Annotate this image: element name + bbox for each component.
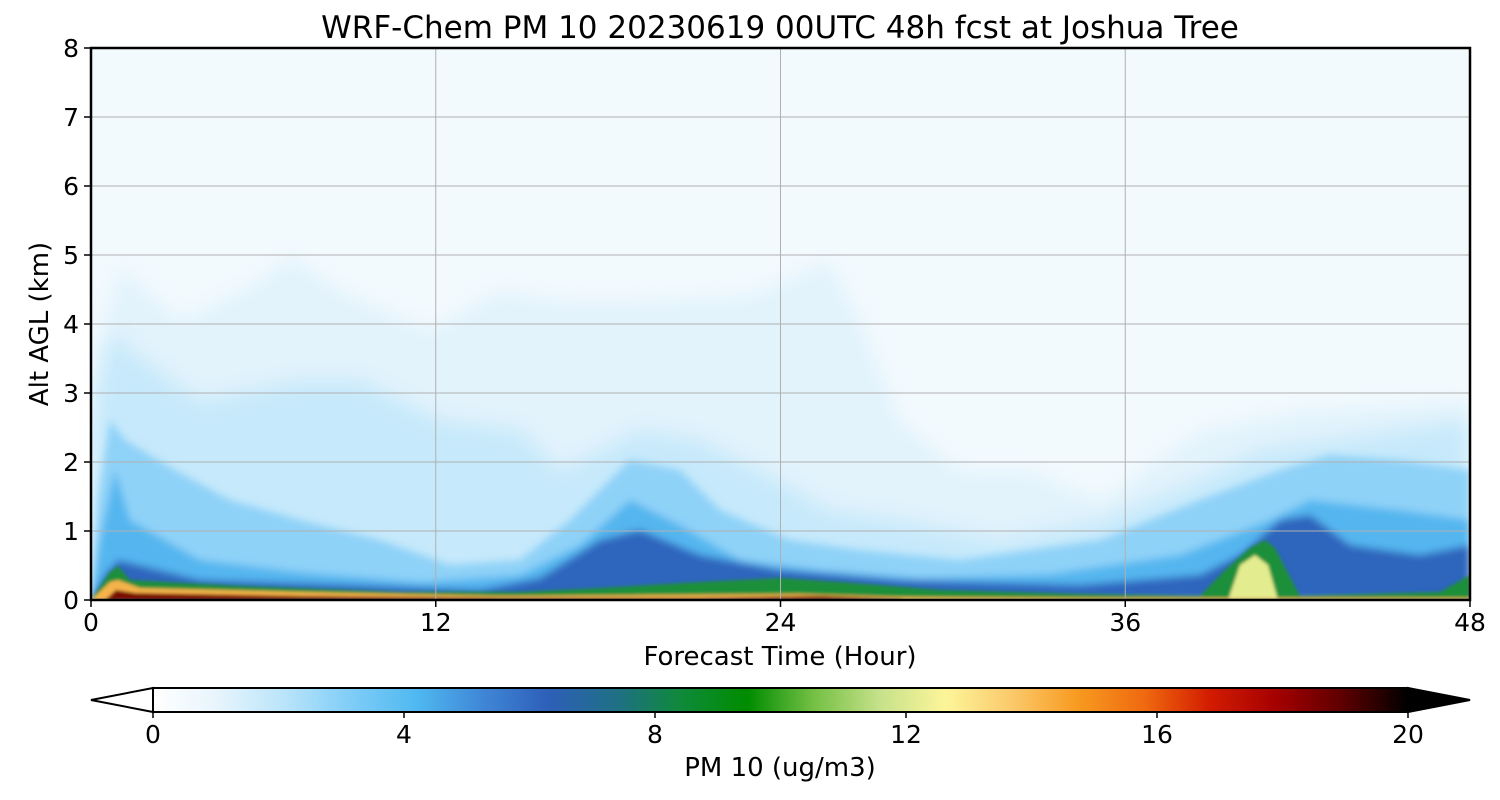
y-tick-label: 0 xyxy=(63,586,79,615)
colorbar-tick-label: 12 xyxy=(890,720,922,749)
colorbar: 0 4 8 12 16 20 xyxy=(90,686,1471,749)
surface-peak xyxy=(105,590,905,600)
colorbar-tick-label: 0 xyxy=(145,720,161,749)
colorbar-gradient xyxy=(153,688,1408,712)
colorbar-max-extend xyxy=(1407,686,1471,714)
chart-title: WRF-Chem PM 10 20230619 00UTC 48h fcst a… xyxy=(321,10,1239,46)
y-tick-label: 3 xyxy=(63,379,79,408)
y-tick-label: 1 xyxy=(63,517,79,546)
colorbar-tick-label: 4 xyxy=(396,720,412,749)
y-tick-label: 8 xyxy=(63,34,79,63)
x-axis-ticks: 0 12 24 36 48 xyxy=(83,600,1486,637)
yellow-core xyxy=(1228,555,1278,600)
colorbar-tick-label: 16 xyxy=(1141,720,1173,749)
y-tick-label: 6 xyxy=(63,172,79,201)
colorbar-tick-label: 8 xyxy=(647,720,663,749)
x-tick-label: 36 xyxy=(1109,608,1141,637)
colorbar-label: PM 10 (ug/m3) xyxy=(684,753,876,783)
gridlines xyxy=(91,48,1470,600)
x-axis-label: Forecast Time (Hour) xyxy=(643,642,916,672)
y-axis-ticks: 0 1 2 3 4 5 6 7 8 xyxy=(63,34,91,615)
y-tick-label: 2 xyxy=(63,448,79,477)
colorbar-frame xyxy=(152,687,1409,713)
x-tick-label: 12 xyxy=(420,608,452,637)
y-tick-label: 7 xyxy=(63,103,79,132)
colorbar-tick-label: 20 xyxy=(1392,720,1424,749)
y-tick-label: 5 xyxy=(63,241,79,270)
y-tick-label: 4 xyxy=(63,310,79,339)
x-tick-label: 0 xyxy=(83,608,99,637)
x-tick-label: 24 xyxy=(765,608,797,637)
y-axis-label: Alt AGL (km) xyxy=(25,242,55,406)
x-tick-label: 48 xyxy=(1454,608,1486,637)
colorbar-min-extend xyxy=(90,686,154,714)
